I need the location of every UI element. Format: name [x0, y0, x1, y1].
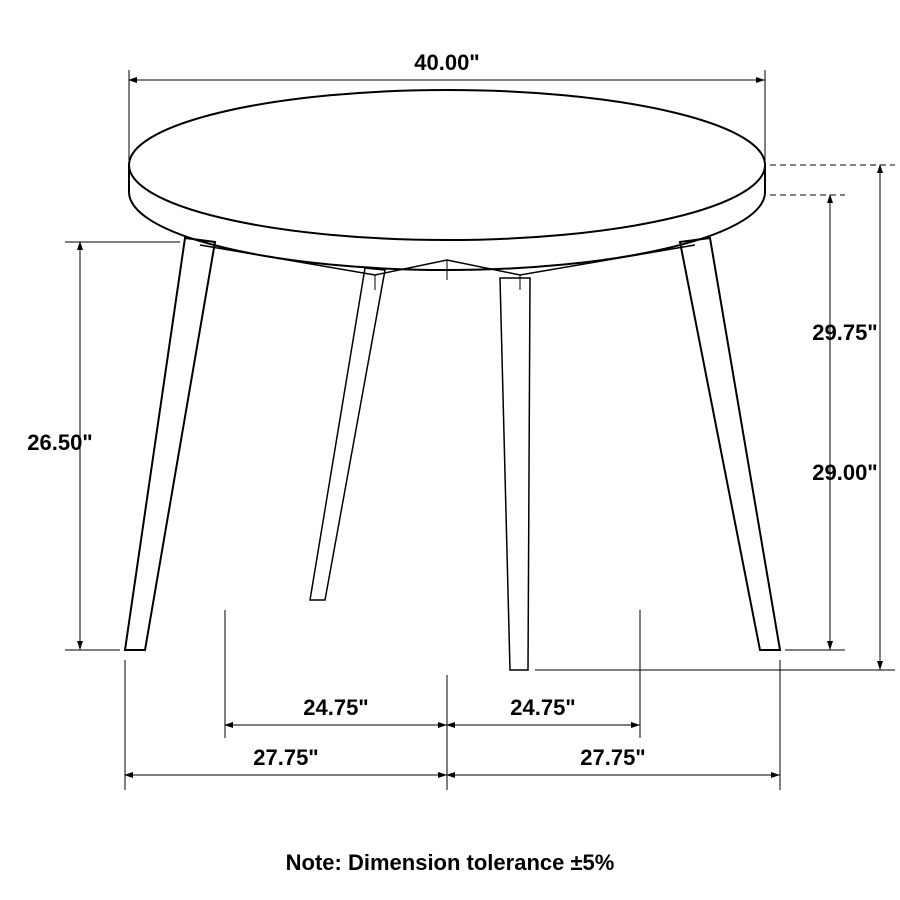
dim-top-width: 40.00"	[414, 50, 479, 75]
table-outline	[125, 90, 780, 670]
dim-right-upper: 29.75"	[812, 320, 877, 345]
dim-left-height: 26.50"	[27, 430, 92, 455]
tolerance-note: Note: Dimension tolerance ±5%	[286, 850, 615, 875]
dim-bottom-inner-right: 24.75"	[510, 695, 575, 720]
dim-bottom-outer-right: 27.75"	[580, 745, 645, 770]
technical-drawing: 40.00" 26.50" 29.75" 29.00" 24.75" 24.75…	[0, 0, 900, 900]
dim-bottom-outer-left: 27.75"	[253, 745, 318, 770]
dim-bottom-inner-left: 24.75"	[303, 695, 368, 720]
dim-right-lower: 29.00"	[812, 460, 877, 485]
dimension-labels: 40.00" 26.50" 29.75" 29.00" 24.75" 24.75…	[27, 50, 877, 770]
dimension-lines	[80, 80, 880, 775]
extension-lines	[65, 70, 895, 790]
